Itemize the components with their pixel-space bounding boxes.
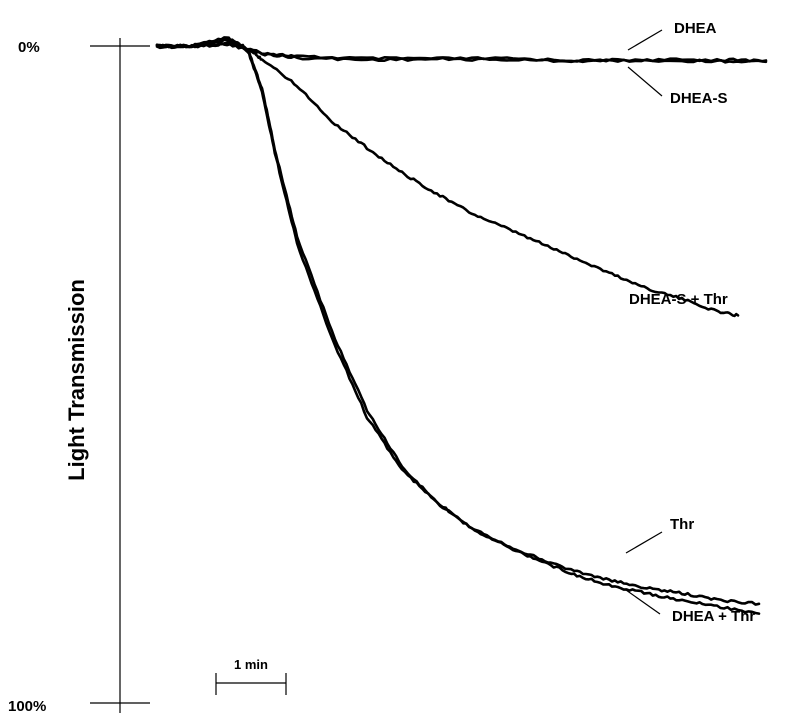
series-label-dhea-s: DHEA-S [670,90,728,107]
leader-thr [626,532,662,553]
y-axis-label: Light Transmission [64,279,89,481]
series-label-thr: Thr [670,516,694,533]
series-label-dhea-s-thr: DHEA-S + Thr [629,291,728,308]
trace-thr [157,39,759,604]
trace-dhea-thr [157,37,759,613]
trace-dhea-s-thr [157,40,738,316]
series-label-dhea-thr: DHEA + Thr [672,608,755,625]
scale-bar-label: 1 min [234,657,268,672]
leader-dhea [628,30,662,50]
y-tick-label-100: 100% [8,698,46,713]
leader-dhea-s [628,67,662,96]
series-label-dhea: DHEA [674,20,717,37]
y-tick-label-0: 0% [18,39,40,56]
